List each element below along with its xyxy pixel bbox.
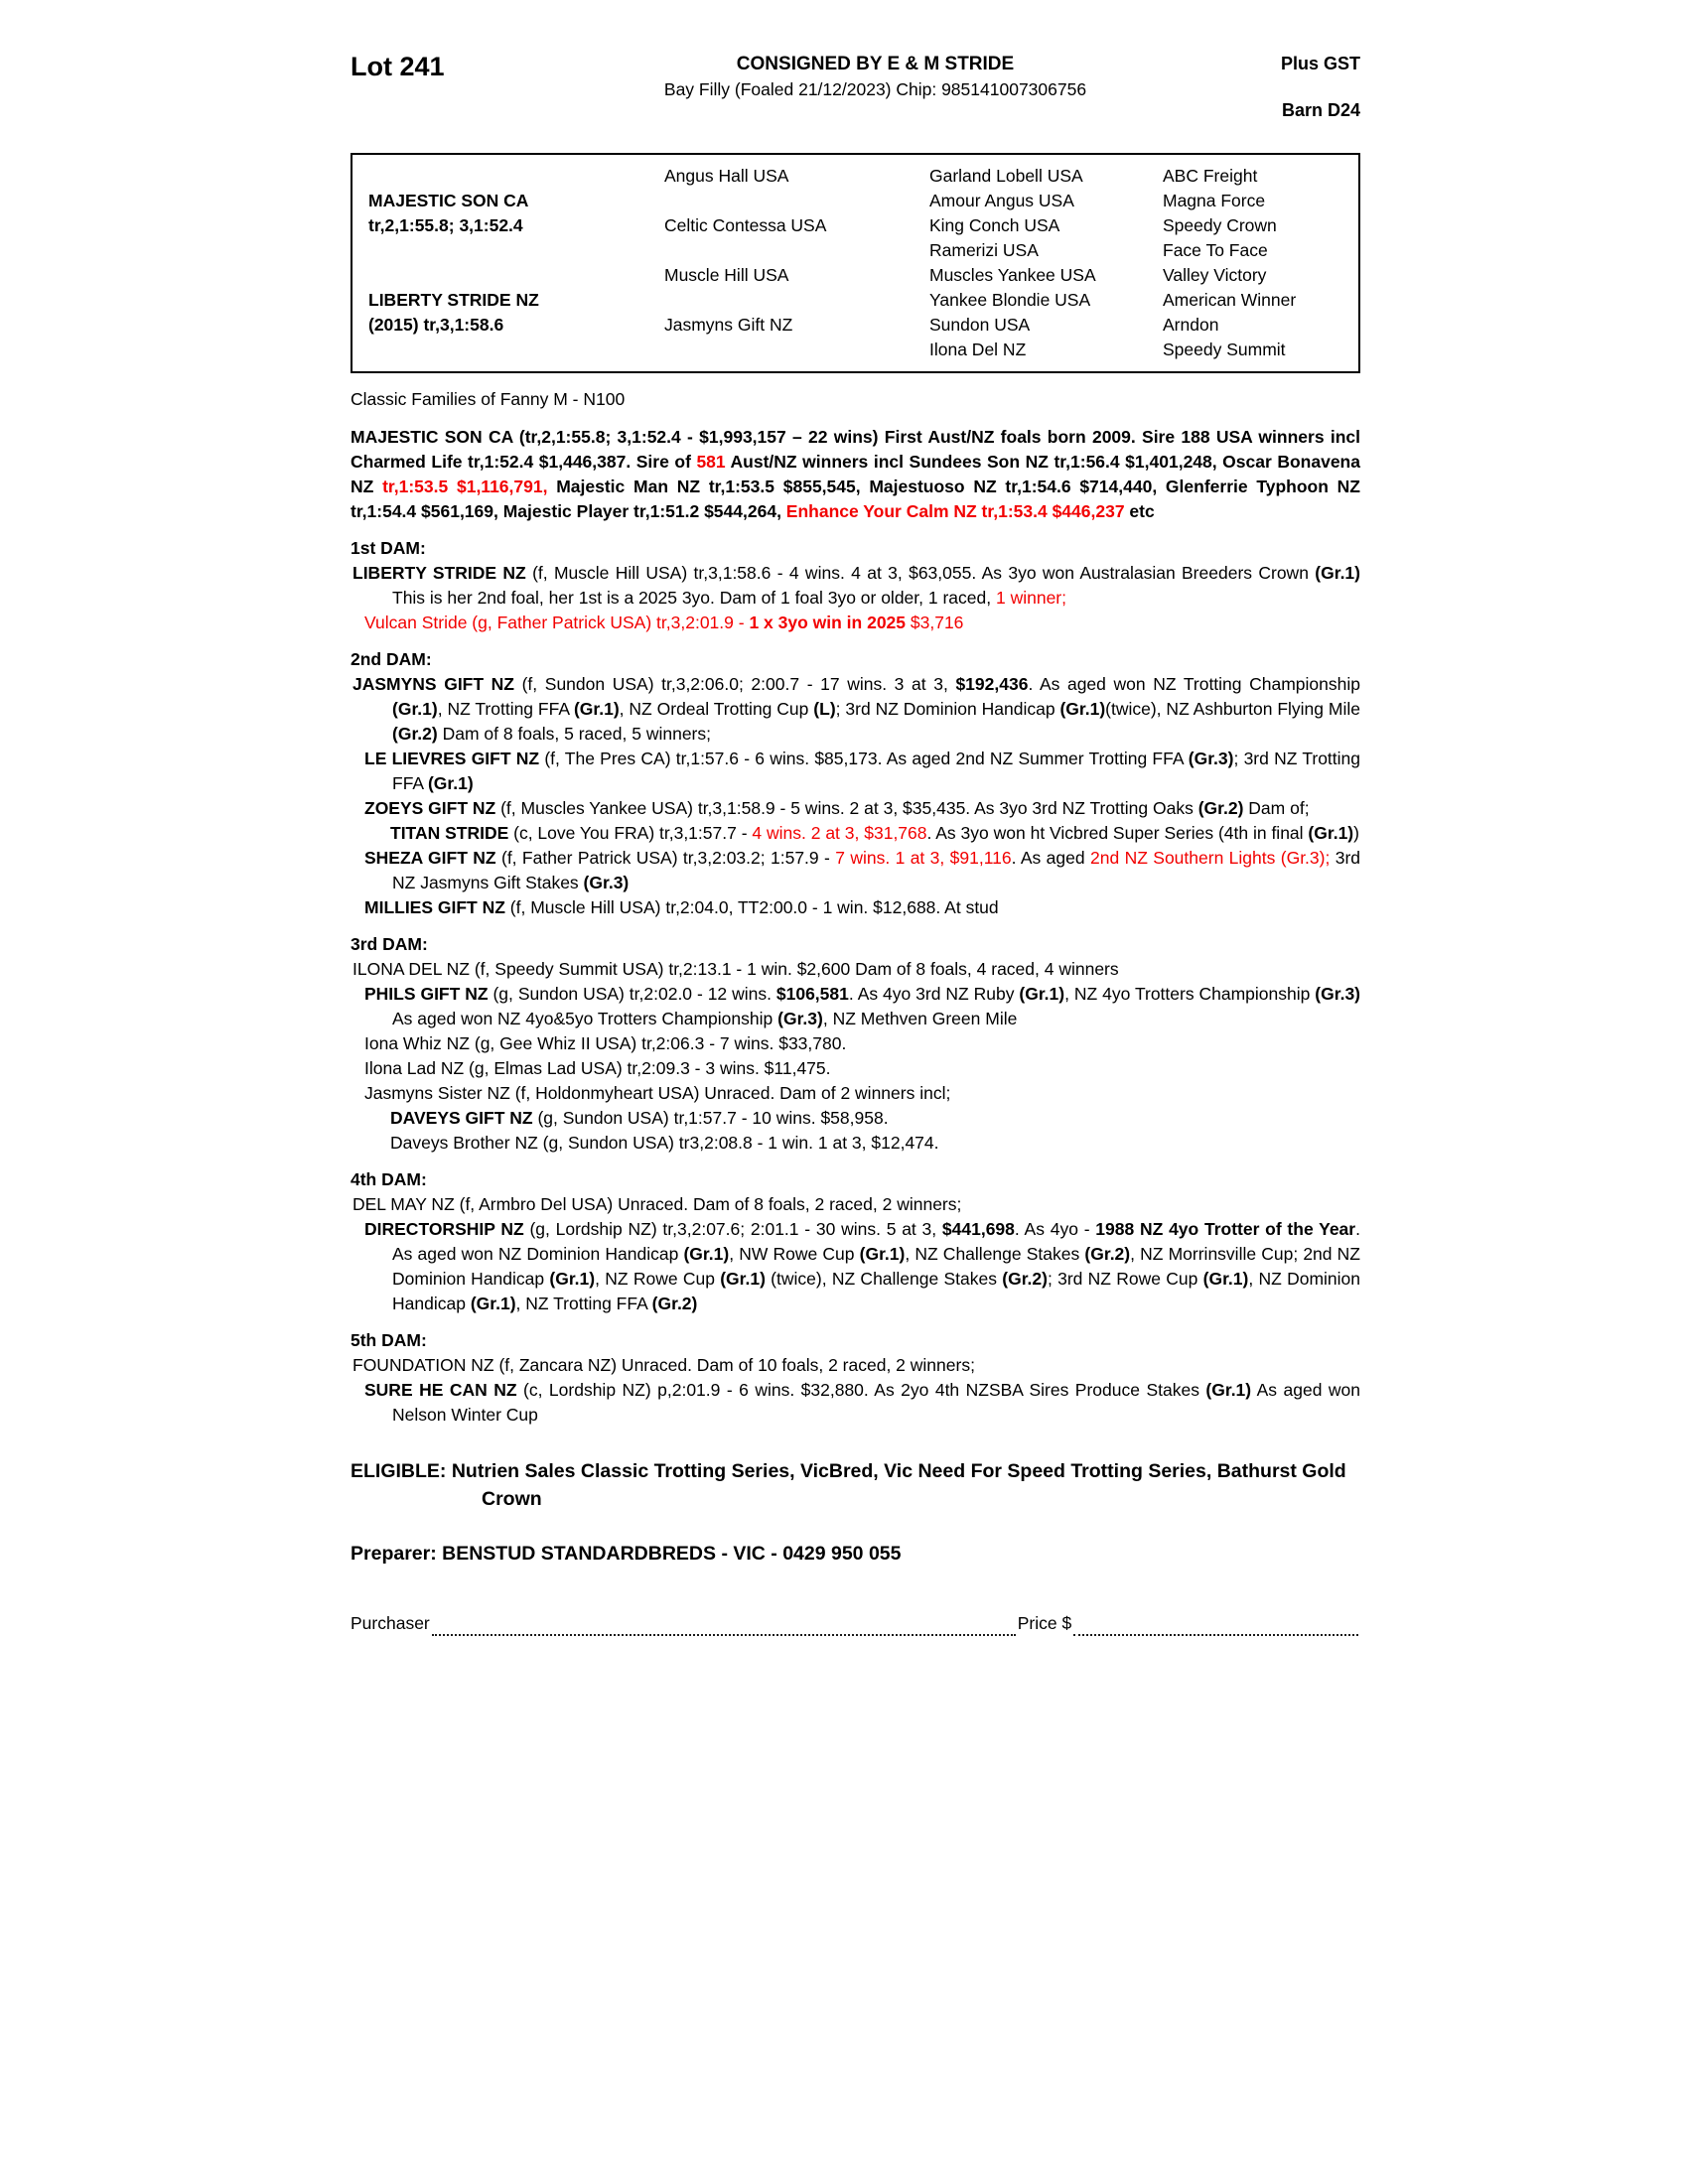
page-header: Lot 241 CONSIGNED BY E & M STRIDE Bay Fi… — [351, 52, 1360, 123]
gst-note: Plus GST — [1280, 54, 1360, 73]
pedigree-cell: Ramerizi USA — [929, 240, 1039, 260]
pedigree-entry: ILONA DEL NZ (f, Speedy Summit USA) tr,2… — [352, 959, 1119, 979]
pedigree-entry: Jasmyns Sister NZ (f, Holdonmyheart USA)… — [364, 1083, 951, 1103]
catalog-page: Lot 241 CONSIGNED BY E & M STRIDE Bay Fi… — [351, 0, 1360, 1636]
pedigree-cell: Jasmyns Gift NZ — [664, 315, 793, 335]
pedigree-cell: Yankee Blondie USA — [929, 290, 1091, 310]
pedigree-cell: Muscles Yankee USA — [929, 265, 1096, 285]
price-fill-in-line — [1073, 1616, 1358, 1636]
pedigree-cell: Ilona Del NZ — [929, 340, 1027, 359]
pedigree-entry: MILLIES GIFT NZ (f, Muscle Hill USA) tr,… — [364, 897, 999, 917]
dam-heading: 3rd DAM: — [351, 934, 428, 954]
pedigree-entry: DEL MAY NZ (f, Armbro Del USA) Unraced. … — [352, 1194, 962, 1214]
pedigree-cell: Speedy Summit — [1163, 340, 1286, 359]
preparer-line: Preparer: BENSTUD STANDARDBREDS - VIC - … — [351, 1543, 902, 1565]
dam-heading: 4th DAM: — [351, 1169, 427, 1189]
eligible-text: Nutrien Sales Classic Trotting Series, V… — [446, 1460, 1346, 1510]
barn-number: Barn D24 — [1281, 100, 1360, 120]
family-line: Classic Families of Fanny M - N100 — [351, 389, 626, 409]
purchaser-label: Purchaser — [351, 1613, 430, 1633]
pedigree-entry: Ilona Lad NZ (g, Elmas Lad USA) tr,2:09.… — [364, 1058, 831, 1078]
pedigree-entry: LIBERTY STRIDE NZ (f, Muscle Hill USA) t… — [352, 563, 1360, 608]
pedigree-cell: Sundon USA — [929, 315, 1031, 335]
eligible-label: ELIGIBLE: — [351, 1460, 447, 1482]
pedigree-cell: (2015) tr,3,1:58.6 — [368, 315, 504, 335]
pedigree-entry: DAVEYS GIFT NZ (g, Sundon USA) tr,1:57.7… — [390, 1108, 889, 1128]
eligible-line: ELIGIBLE: Nutrien Sales Classic Trotting… — [351, 1457, 1360, 1513]
pedigree-cell: Amour Angus USA — [929, 191, 1074, 210]
pedigree-entry: SHEZA GIFT NZ (f, Father Patrick USA) tr… — [364, 848, 1361, 892]
pedigree-cell: Angus Hall USA — [664, 166, 789, 186]
price-label: Price $ — [1017, 1613, 1072, 1633]
pedigree-cell: King Conch USA — [929, 215, 1060, 235]
sire-paragraph: MAJESTIC SON CA (tr,2,1:55.8; 3,1:52.4 -… — [351, 427, 1360, 521]
consignor-line: CONSIGNED BY E & M STRIDE — [736, 54, 1015, 74]
pedigree-cell: Garland Lobell USA — [929, 166, 1083, 186]
pedigree-cell: tr,2,1:55.8; 3,1:52.4 — [368, 215, 523, 235]
pedigree-cell: Speedy Crown — [1163, 215, 1277, 235]
pedigree-cell: Muscle Hill USA — [664, 265, 789, 285]
pedigree-entry: PHILS GIFT NZ (g, Sundon USA) tr,2:02.0 … — [364, 984, 1361, 1028]
pedigree-entry: LE LIEVRES GIFT NZ (f, The Pres CA) tr,1… — [364, 749, 1361, 793]
dam-heading: 5th DAM: — [351, 1330, 427, 1350]
pedigree-cell: Valley Victory — [1163, 265, 1267, 285]
consignment-block: CONSIGNED BY E & M STRIDE Bay Filly (Foa… — [579, 52, 1172, 102]
pedigree-cell: American Winner — [1163, 290, 1297, 310]
lot-number: Lot 241 — [351, 52, 445, 81]
pedigree-entry: Iona Whiz NZ (g, Gee Whiz II USA) tr,2:0… — [364, 1033, 847, 1053]
pedigree-cell: Face To Face — [1163, 240, 1268, 260]
header-right-block: Plus GST Barn D24 — [1172, 52, 1360, 123]
purchaser-fill-in-line — [431, 1616, 1016, 1636]
pedigree-cell: MAJESTIC SON CA — [368, 191, 529, 210]
pedigree-entry: FOUNDATION NZ (f, Zancara NZ) Unraced. D… — [352, 1355, 975, 1375]
dam-heading: 1st DAM: — [351, 538, 426, 558]
pedigree-cell: ABC Freight — [1163, 166, 1258, 186]
pedigree-cell: Arndon — [1163, 315, 1219, 335]
pedigree-entry: SURE HE CAN NZ (c, Lordship NZ) p,2:01.9… — [364, 1380, 1361, 1425]
pedigree-cell: Magna Force — [1163, 191, 1266, 210]
pedigree-cell: LIBERTY STRIDE NZ — [368, 290, 539, 310]
pedigree-cell: Celtic Contessa USA — [664, 215, 827, 235]
pedigree-entry: Daveys Brother NZ (g, Sundon USA) tr3,2:… — [390, 1133, 939, 1153]
dam-heading: 2nd DAM: — [351, 649, 432, 669]
pedigree-entry: ZOEYS GIFT NZ (f, Muscles Yankee USA) tr… — [364, 798, 1310, 818]
horse-description: Bay Filly (Foaled 21/12/2023) Chip: 9851… — [663, 79, 1087, 99]
purchase-line: Purchaser Price $ — [351, 1611, 1360, 1636]
pedigree-entry: DIRECTORSHIP NZ (g, Lordship NZ) tr,3,2:… — [364, 1219, 1360, 1313]
pedigree-entry: JASMYNS GIFT NZ (f, Sundon USA) tr,3,2:0… — [352, 674, 1360, 744]
pedigree-entry: TITAN STRIDE (c, Love You FRA) tr,3,1:57… — [390, 823, 1359, 843]
dam-sections: 1st DAM: LIBERTY STRIDE NZ (f, Muscle Hil… — [351, 536, 1360, 1428]
pedigree-table: MAJESTIC SON CA tr,2,1:55.8; 3,1:52.4 LIBE… — [351, 153, 1360, 373]
pedigree-entry: Vulcan Stride (g, Father Patrick USA) tr… — [364, 613, 964, 632]
